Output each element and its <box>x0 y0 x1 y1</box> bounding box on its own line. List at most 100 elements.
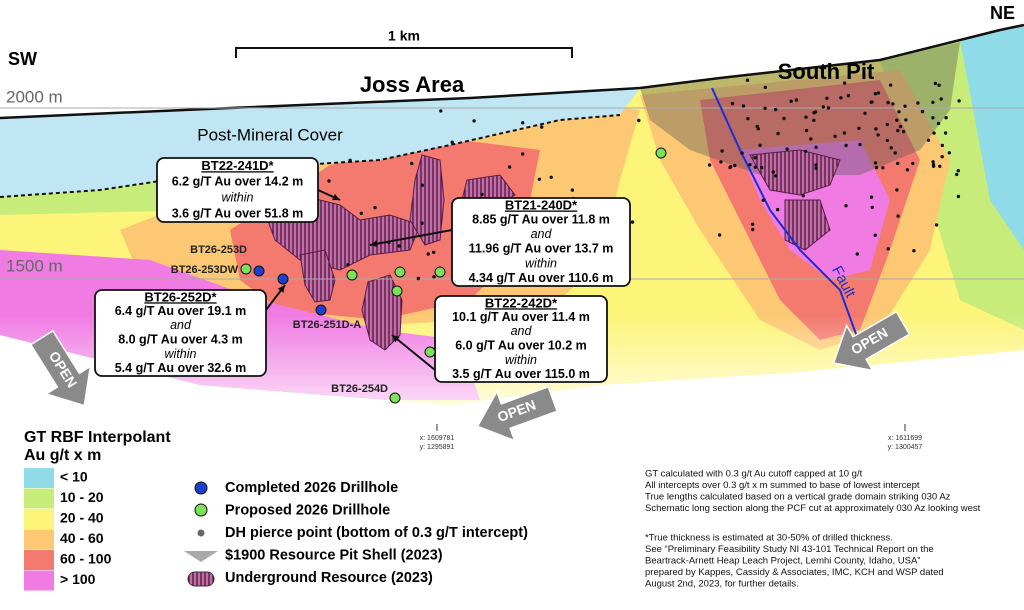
legend-title: GT RBF Interpolant <box>24 429 171 446</box>
pierce-point <box>750 222 755 226</box>
pierce-point <box>874 165 879 170</box>
scale-bar <box>235 47 573 58</box>
pierce-point <box>858 142 862 147</box>
pierce-point <box>720 149 724 153</box>
pierce-point <box>842 131 847 135</box>
legend-symbol-label: Proposed 2026 Drillhole <box>225 502 390 518</box>
pierce-point <box>886 247 890 251</box>
pierce-point <box>789 99 793 103</box>
pierce-point <box>885 122 889 127</box>
pierce-point <box>707 163 712 167</box>
pierce-point <box>931 160 935 164</box>
pierce-point <box>450 140 454 144</box>
callout-arrowhead <box>332 193 340 201</box>
pierce-point <box>931 116 935 120</box>
pierce-point <box>785 147 789 151</box>
proposed-hole <box>655 147 667 159</box>
pierce-point <box>911 161 915 166</box>
pierce-point <box>931 100 935 105</box>
legend-swatch <box>24 529 54 550</box>
pierce-point <box>740 151 744 155</box>
legend-symbol-label: Completed 2026 Drillhole <box>225 480 398 496</box>
pierce-point <box>346 263 350 267</box>
drillholes: BT26-253D BT26-253DW BT26-251D-A BT26-254D <box>171 147 667 404</box>
pierce-icon <box>197 529 205 537</box>
pierce-point <box>753 156 758 160</box>
topography <box>0 23 1024 120</box>
proposed-hole <box>346 269 358 281</box>
pierce-point <box>420 183 424 187</box>
pierce-point <box>938 164 942 168</box>
legend-class: 60 - 100 <box>60 551 112 567</box>
pierce-point <box>839 96 843 100</box>
pierce-point <box>833 134 837 138</box>
pierce-point <box>540 125 544 129</box>
proposed-hole <box>240 263 252 275</box>
note-line: Schematic long section along the PCF cut… <box>645 503 981 514</box>
callout-arrow <box>369 229 453 246</box>
pierce-point <box>916 101 920 105</box>
pierce-point <box>896 214 900 218</box>
pierce-point <box>814 145 818 149</box>
pierce-point <box>855 252 859 256</box>
callout-connector: and <box>511 324 533 338</box>
callout-connector: within <box>222 190 254 204</box>
callout-box <box>94 289 267 377</box>
pierce-point <box>782 116 786 121</box>
pierce-point <box>397 244 401 248</box>
pierce-point <box>753 165 758 169</box>
legend-classes: < 10 10 - 20 20 - 40 40 - 60 60 - 100 > 100 <box>24 468 112 591</box>
callout-arrowhead <box>392 335 400 343</box>
coordinates: x: 1609781 y: 1295891 x: 1611699 y: 1300… <box>420 424 923 451</box>
pierce-point <box>755 124 759 129</box>
pierce-point <box>863 111 867 116</box>
pierce-point <box>416 276 420 281</box>
underground-resource <box>261 149 841 351</box>
pierce-point <box>480 192 484 197</box>
drillhole-label: BT26-253D <box>190 244 247 256</box>
pierce-point <box>931 164 936 168</box>
pierce-point <box>886 100 890 105</box>
proposed-hole <box>424 346 436 358</box>
ug-body <box>299 249 336 303</box>
pierce-point <box>891 102 895 106</box>
pierce-point <box>902 129 906 134</box>
cover-label: Post-Mineral Cover <box>197 125 343 144</box>
pierce-point <box>771 170 775 174</box>
note-line: True lengths calculated based on a verti… <box>645 492 951 503</box>
callout-box <box>451 197 631 287</box>
pierce-point <box>746 116 750 121</box>
callout-title: BT22-241D* <box>201 158 274 173</box>
note-line: See “Preliminary Feasibility Study NI 43… <box>645 544 934 555</box>
pierce-points <box>327 78 961 281</box>
callout-arrowhead <box>277 285 285 293</box>
callout-title: BT26-252D* <box>144 289 217 304</box>
coord-y: y: 1300457 <box>888 444 923 451</box>
callout-connector: and <box>170 318 192 332</box>
legend-swatch <box>24 509 54 529</box>
drillhole-label: BT26-254D <box>331 383 388 395</box>
callout-title: BT21-240D* <box>505 198 578 213</box>
legend-symbols: Completed 2026 Drillhole Proposed 2026 Dr… <box>184 480 528 587</box>
pierce-point <box>804 115 808 119</box>
callout-line: 6.4 g/T Au over 19.1 m <box>115 304 247 318</box>
callout-connector: within <box>165 347 197 361</box>
pierce-point <box>373 205 377 210</box>
pierce-point <box>761 198 765 202</box>
pierce-point <box>895 118 899 122</box>
pierce-point <box>896 128 900 133</box>
note-line: prepared by Kappes, Cassidy & Associates… <box>645 567 944 578</box>
pierce-point <box>719 160 723 164</box>
legend-class: 10 - 20 <box>60 489 104 505</box>
legend-swatch <box>24 570 54 591</box>
pierce-point <box>348 158 352 162</box>
proposed-hole <box>394 266 406 278</box>
pierce-point <box>637 118 641 123</box>
pierce-point <box>944 116 948 120</box>
pierce-point <box>903 104 907 108</box>
ug-body <box>784 199 831 251</box>
pierce-point <box>730 101 735 106</box>
drillhole-label: BT26-251D-A <box>293 319 362 331</box>
